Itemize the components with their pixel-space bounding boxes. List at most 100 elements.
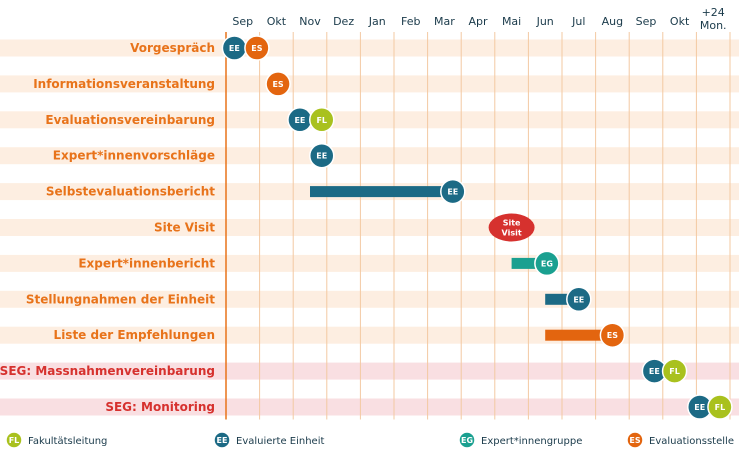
month-label: Okt bbox=[267, 15, 287, 28]
site-visit-text: Site bbox=[503, 219, 521, 228]
marker-code: FL bbox=[316, 116, 327, 125]
marker-circle bbox=[309, 142, 335, 169]
duration-bar bbox=[545, 329, 613, 341]
legend-item: FL Fakultätsleitung bbox=[5, 431, 107, 449]
marker-circle bbox=[440, 178, 466, 205]
marker-ee: EE bbox=[440, 178, 466, 205]
duration-bars bbox=[310, 186, 613, 341]
row-background bbox=[0, 398, 739, 416]
marker-es: ES bbox=[626, 431, 644, 449]
legend-label: Expert*innengruppe bbox=[481, 436, 582, 447]
row-label: Selbstevaluationsbericht bbox=[46, 185, 215, 199]
legend-label: Fakultätsleitung bbox=[28, 436, 107, 447]
month-label: Nov bbox=[299, 15, 321, 28]
marker-circle bbox=[707, 394, 733, 420]
month-label: Mai bbox=[502, 15, 521, 28]
marker-circle bbox=[213, 431, 231, 449]
duration-bar bbox=[545, 293, 579, 305]
marker-circle bbox=[309, 107, 335, 133]
marker-code: EE bbox=[229, 44, 240, 53]
month-label: Aug bbox=[602, 15, 623, 28]
row-background bbox=[0, 39, 739, 57]
marker-eg: EG bbox=[458, 431, 476, 449]
marker-code: FL bbox=[9, 436, 20, 445]
month-label: Jul bbox=[571, 15, 585, 28]
marker-ee: EE bbox=[213, 431, 231, 449]
month-label: Dez bbox=[333, 15, 354, 28]
row-label: Evaluationsvereinbarung bbox=[45, 113, 215, 127]
row-labels: Vorgespräch Informationsveranstaltung Eval… bbox=[0, 41, 215, 414]
marker-circle bbox=[661, 358, 688, 384]
marker-ee: EE bbox=[221, 35, 248, 61]
marker-code: EG bbox=[541, 259, 553, 268]
legend: FL Fakultätsleitung EE Evaluierte Einheit EG… bbox=[5, 431, 734, 449]
marker-circle bbox=[458, 431, 476, 449]
marker-eg: EG bbox=[534, 250, 560, 277]
site-visit-text: Visit bbox=[502, 229, 522, 238]
row-label: SEG: Monitoring bbox=[105, 400, 215, 414]
row-background bbox=[0, 219, 739, 236]
legend-label: Evaluierte Einheit bbox=[236, 436, 324, 447]
marker-ee: EE bbox=[309, 142, 335, 169]
marker-code: EE bbox=[447, 188, 458, 197]
marker-circle bbox=[599, 322, 626, 348]
month-label: Sep bbox=[636, 15, 657, 28]
marker-code: ES bbox=[607, 331, 618, 340]
row-label: Informationsveranstaltung bbox=[33, 77, 215, 91]
marker-code: FL bbox=[715, 403, 726, 412]
marker-circle bbox=[5, 431, 23, 449]
marker-code: ES bbox=[272, 80, 283, 89]
month-label: Apr bbox=[468, 15, 488, 28]
marker-fl: FL bbox=[707, 394, 733, 420]
month-label: Jun bbox=[536, 15, 554, 28]
row-background bbox=[0, 111, 739, 129]
marker-code: EE bbox=[573, 295, 584, 304]
legend-item: ES Evaluationsstelle bbox=[626, 431, 734, 449]
month-label: Okt bbox=[670, 15, 690, 28]
month-label: Jan bbox=[368, 15, 386, 28]
marker-es: ES bbox=[599, 322, 626, 348]
legend-item: EE Evaluierte Einheit bbox=[213, 431, 324, 449]
marker-circle bbox=[244, 35, 270, 61]
marker-code: EG bbox=[461, 436, 473, 445]
duration-bar bbox=[511, 257, 547, 269]
marker-code: EE bbox=[316, 152, 327, 161]
month-label: Mar bbox=[434, 15, 455, 28]
marker-code: ES bbox=[251, 44, 262, 53]
marker-es: ES bbox=[265, 71, 291, 97]
month-label: Feb bbox=[401, 15, 420, 28]
row-label: Liste der Empfehlungen bbox=[54, 328, 215, 342]
marker-code: EE bbox=[694, 403, 705, 412]
row-label: Site Visit bbox=[154, 221, 215, 235]
row-background bbox=[0, 147, 739, 165]
marker-code: EE bbox=[217, 436, 228, 445]
row-label: Stellungnahmen der Einheit bbox=[26, 292, 215, 306]
month-labels: Sep Okt Nov Dez Jan Feb Mar Apr Mai Jun Jul Aug Sep O… bbox=[232, 6, 726, 32]
row-background bbox=[0, 75, 739, 93]
marker-circle bbox=[265, 71, 291, 97]
marker-fl: FL bbox=[5, 431, 23, 449]
marker-circle bbox=[566, 286, 592, 313]
marker-ee: EE bbox=[641, 358, 668, 384]
marker-es: ES bbox=[244, 35, 270, 61]
legend-item: EG Expert*innengruppe bbox=[458, 431, 582, 449]
legend-label: Evaluationsstelle bbox=[649, 436, 734, 447]
site-visit-ellipse bbox=[488, 213, 535, 242]
marker-fl: FL bbox=[661, 358, 688, 384]
marker-code: EE bbox=[294, 116, 305, 125]
marker-ee: EE bbox=[566, 286, 592, 313]
row-label: Expert*innenvorschläge bbox=[53, 149, 215, 163]
marker-code: FL bbox=[669, 367, 680, 376]
row-label: Expert*innenbericht bbox=[78, 256, 215, 270]
marker-circle bbox=[534, 250, 560, 277]
marker-fl: FL bbox=[309, 107, 335, 133]
row-background bbox=[0, 362, 739, 380]
month-label: Sep bbox=[232, 15, 253, 28]
month-gridlines bbox=[225, 32, 731, 420]
duration-bar bbox=[310, 186, 453, 198]
month-label: +24 Mon. bbox=[700, 6, 727, 32]
marker-circle bbox=[626, 431, 644, 449]
